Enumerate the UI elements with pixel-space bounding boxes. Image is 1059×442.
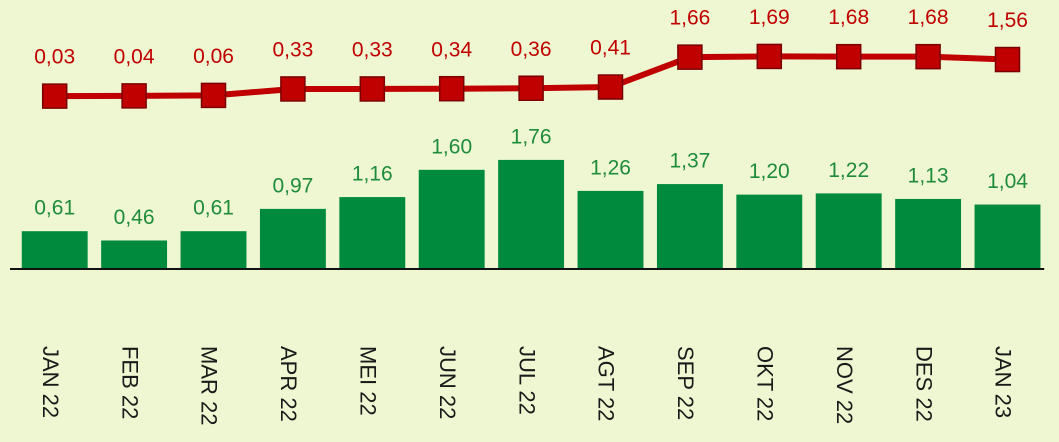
line-marker (597, 74, 624, 100)
x-tick-label: OKT 22 (752, 346, 777, 421)
bar-value-label: 0,61 (34, 197, 75, 220)
x-tick-label: JAN 23 (991, 346, 1016, 418)
x-tick-label: AGT 22 (594, 346, 619, 421)
bar (418, 169, 485, 269)
line-marker (200, 82, 227, 109)
line-value-label: 0,41 (590, 37, 631, 60)
bar (736, 194, 803, 269)
bar (815, 193, 882, 269)
bar-value-label: 1,04 (987, 170, 1028, 193)
x-tick-label: DES 22 (911, 346, 936, 422)
line-value-label: 0,33 (352, 38, 393, 61)
bar-value-label: 1,16 (352, 163, 393, 186)
x-tick-label: JUL 22 (514, 346, 539, 415)
bar-value-label: 1,60 (431, 135, 472, 158)
x-tick-label: FEB 22 (117, 346, 142, 419)
bar-value-label: 0,61 (193, 197, 234, 220)
bar (180, 231, 247, 269)
bar (101, 240, 168, 269)
bar-value-label: 1,26 (590, 156, 631, 179)
line-marker (359, 76, 386, 102)
bar-value-label: 1,13 (908, 165, 949, 188)
line-marker (835, 43, 862, 70)
line-marker (994, 46, 1021, 73)
bar (656, 184, 723, 269)
line-value-label: 0,36 (511, 38, 552, 61)
line-value-label: 1,69 (749, 6, 790, 29)
line-marker (518, 75, 544, 101)
line-marker (756, 43, 783, 70)
line-marker (41, 83, 68, 109)
x-tick-label: APR 22 (276, 346, 301, 422)
bar-value-label: 1,22 (828, 159, 869, 182)
line-marker (280, 76, 306, 102)
x-tick-label: MAR 22 (197, 346, 222, 425)
bar-value-label: 1,37 (669, 150, 710, 173)
x-tick-label: SEP 22 (673, 346, 698, 420)
line-value-label: 1,66 (669, 7, 710, 30)
x-tick-label: JUN 22 (435, 346, 460, 419)
bar (577, 190, 644, 269)
line-value-label: 1,56 (987, 9, 1028, 32)
line-marker (438, 75, 465, 102)
bar (895, 198, 962, 269)
line-value-label: 0,34 (431, 38, 472, 61)
bar (21, 231, 88, 269)
bar-value-label: 0,97 (272, 174, 313, 197)
bar-value-label: 1,20 (749, 160, 790, 183)
bar (498, 159, 565, 269)
bar-value-label: 1,76 (511, 125, 552, 148)
line-marker (121, 83, 147, 109)
line-value-label: 0,33 (272, 38, 313, 61)
line-value-label: 0,03 (34, 46, 75, 69)
line-value-label: 1,68 (908, 6, 949, 29)
line-value-label: 0,04 (114, 45, 155, 68)
x-tick-label: JAN 22 (38, 346, 63, 418)
bar (339, 197, 406, 269)
line-marker (915, 43, 941, 70)
line-value-label: 0,06 (193, 45, 234, 68)
bar (259, 208, 326, 269)
bar (974, 204, 1041, 269)
line-value-label: 1,68 (828, 6, 869, 29)
x-tick-label: MEI 22 (355, 346, 380, 416)
line-marker (677, 44, 703, 70)
x-tick-label: NOV 22 (832, 346, 857, 424)
bar-value-label: 0,46 (114, 206, 155, 229)
